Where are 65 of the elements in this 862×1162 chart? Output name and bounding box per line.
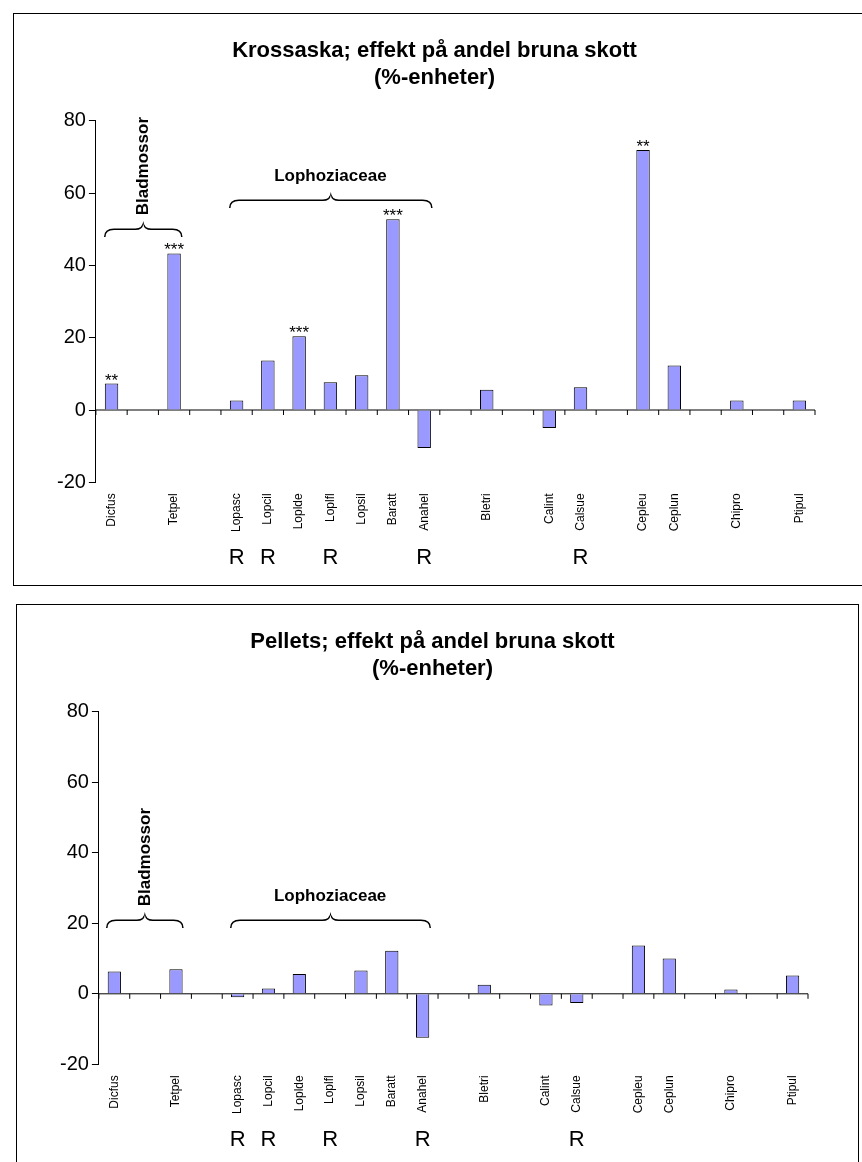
annotation: ** bbox=[104, 370, 119, 390]
x-tick-label: Dicfus bbox=[103, 493, 118, 527]
x-tick-label: Anahel bbox=[414, 1075, 429, 1113]
chart-title: Krossaska; effekt på andel bruna skott (%-enheter) bbox=[232, 37, 638, 89]
text: R bbox=[227, 544, 246, 569]
x-tick-label: Loplfl bbox=[322, 493, 337, 522]
y-tick-label: -20 bbox=[60, 1051, 89, 1074]
x-tick-label: Anahel bbox=[416, 493, 431, 531]
x-tick-label: Baratt bbox=[385, 492, 400, 526]
text: R bbox=[259, 1126, 278, 1151]
x-tick-label: Ptipul bbox=[784, 1075, 799, 1106]
x-tick-label: Cepleu bbox=[635, 493, 650, 532]
text: R bbox=[321, 1126, 340, 1151]
x-tick-label: Lopasc bbox=[229, 1075, 244, 1115]
y-tick-label: 0 bbox=[77, 981, 89, 1004]
annotation: *** bbox=[289, 323, 310, 343]
x-tick-label: Ceplun bbox=[666, 493, 681, 532]
y-tick-label: 60 bbox=[66, 769, 89, 792]
y-tick-label: 0 bbox=[74, 397, 86, 420]
x-tick-label: Chipro bbox=[729, 492, 744, 529]
x-tick-label: Bletri bbox=[476, 1075, 491, 1103]
x-tick-label: Loplde bbox=[291, 492, 306, 530]
y-tick-label: 40 bbox=[63, 252, 86, 275]
text: R bbox=[413, 1126, 432, 1151]
annotation: ** bbox=[636, 137, 651, 157]
annotation: Lophoziaceae bbox=[273, 166, 388, 187]
annotation: *** bbox=[382, 206, 404, 226]
x-tick-label: Ptipul bbox=[791, 493, 806, 524]
y-tick-label: -20 bbox=[57, 469, 86, 492]
text: R bbox=[571, 544, 590, 569]
x-tick-label: Tetpel bbox=[168, 1075, 183, 1108]
x-tick-label: Loplfl bbox=[322, 1075, 337, 1104]
chart-title: Pellets; effekt på andel bruna skott (%-enheter) bbox=[250, 628, 616, 680]
x-tick-label: Baratt bbox=[384, 1074, 399, 1108]
y-tick-label: 80 bbox=[63, 108, 86, 131]
y-tick-label: 40 bbox=[66, 840, 89, 863]
x-tick-label: Loplde bbox=[291, 1074, 306, 1112]
x-tick-label: Lopsil bbox=[353, 1075, 368, 1107]
y-tick-label: 20 bbox=[63, 325, 86, 348]
x-tick-label: Dicfus bbox=[106, 1075, 121, 1109]
annotation: Bladmossor bbox=[132, 117, 153, 216]
x-tick-label: Chipro bbox=[723, 1074, 738, 1111]
x-tick-label: Lopsil bbox=[353, 493, 368, 525]
annotation: Bladmossor bbox=[135, 807, 156, 906]
y-tick-label: 60 bbox=[63, 180, 86, 203]
text: R bbox=[258, 544, 277, 569]
x-tick-label: Calint bbox=[538, 1074, 553, 1106]
x-tick-label: Lopcil bbox=[260, 1075, 275, 1107]
text: R bbox=[321, 544, 340, 569]
text: R bbox=[228, 1126, 247, 1151]
annotation: *** bbox=[164, 240, 185, 260]
x-tick-label: Calsue bbox=[572, 492, 587, 531]
x-tick-label: Lopcil bbox=[260, 493, 275, 525]
x-tick-label: Calint bbox=[541, 492, 556, 524]
x-tick-label: Ceplun bbox=[661, 1075, 676, 1114]
text: R bbox=[567, 1126, 586, 1151]
x-tick-label: Calsue bbox=[569, 1074, 584, 1113]
text: R bbox=[415, 544, 434, 569]
x-tick-label: Tetpel bbox=[166, 493, 181, 526]
y-tick-label: 20 bbox=[66, 910, 89, 933]
x-tick-label: Cepleu bbox=[630, 1075, 645, 1114]
annotation: Lophoziaceae bbox=[272, 885, 388, 906]
x-tick-label: Lopasc bbox=[228, 493, 243, 533]
y-tick-label: 80 bbox=[66, 699, 89, 722]
x-tick-label: Bletri bbox=[479, 493, 494, 521]
